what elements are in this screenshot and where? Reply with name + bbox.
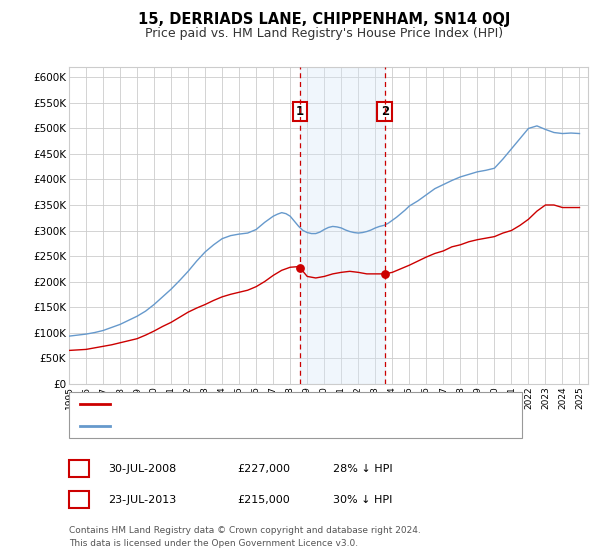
Text: Contains HM Land Registry data © Crown copyright and database right 2024.: Contains HM Land Registry data © Crown c… [69,526,421,535]
Text: 28% ↓ HPI: 28% ↓ HPI [333,464,392,474]
Text: 30% ↓ HPI: 30% ↓ HPI [333,494,392,505]
Text: Price paid vs. HM Land Registry's House Price Index (HPI): Price paid vs. HM Land Registry's House … [145,27,503,40]
Text: £227,000: £227,000 [237,464,290,474]
Text: 1: 1 [296,105,304,118]
Text: 30-JUL-2008: 30-JUL-2008 [108,464,176,474]
Text: 2: 2 [75,493,83,506]
Text: 1: 1 [75,462,83,475]
Point [380,269,389,278]
Text: £215,000: £215,000 [237,494,290,505]
Point [295,263,305,272]
Text: 23-JUL-2013: 23-JUL-2013 [108,494,176,505]
Text: HPI: Average price, detached house, Wiltshire: HPI: Average price, detached house, Wilt… [117,421,372,431]
Text: 2: 2 [381,105,389,118]
Text: 15, DERRIADS LANE, CHIPPENHAM, SN14 0QJ (detached house): 15, DERRIADS LANE, CHIPPENHAM, SN14 0QJ … [117,399,470,409]
Text: 15, DERRIADS LANE, CHIPPENHAM, SN14 0QJ: 15, DERRIADS LANE, CHIPPENHAM, SN14 0QJ [138,12,510,27]
Text: This data is licensed under the Open Government Licence v3.0.: This data is licensed under the Open Gov… [69,539,358,548]
Bar [300,67,385,384]
